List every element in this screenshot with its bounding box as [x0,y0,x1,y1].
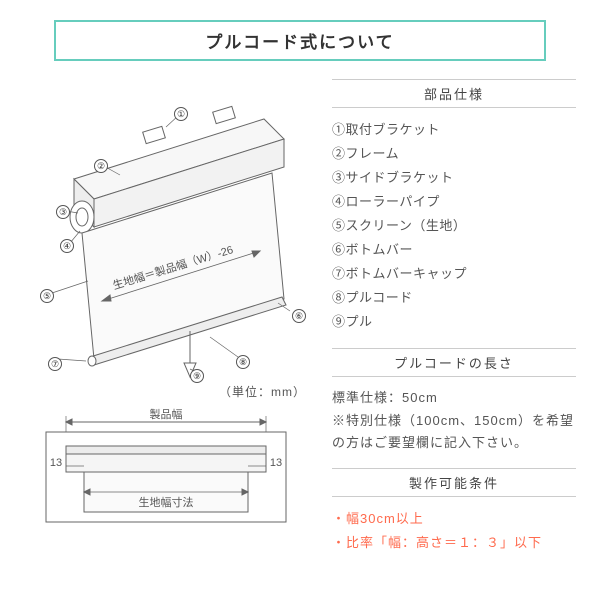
condition-item: 幅30cm以上 [332,507,576,531]
callout-4: ④ [60,239,74,253]
cord-heading: プルコードの長さ [332,348,576,377]
callout-1: ① [174,107,188,121]
front-top-label: 製品幅 [150,407,183,421]
front-offset-right: 13 [270,457,282,469]
callout-5: ⑤ [40,289,54,303]
parts-list: ①取付ブラケット ②フレーム ③サイドブラケット ④ローラーパイプ ⑤スクリーン… [332,118,576,334]
parts-item: ⑥ボトムバー [332,238,576,262]
parts-heading: 部品仕様 [332,79,576,108]
spec-column: 部品仕様 ①取付ブラケット ②フレーム ③サイドブラケット ④ローラーパイプ ⑤… [332,79,576,555]
cord-line-1: 標準仕様：50cm [332,387,576,409]
parts-item: ⑦ボトムバーキャップ [332,262,576,286]
front-mid-label: 生地幅寸法 [139,495,194,509]
parts-item: ⑤スクリーン（生地） [332,214,576,238]
unit-label: （単位：mm） [24,383,306,400]
parts-item: ①取付ブラケット [332,118,576,142]
diagram-column: 生地幅＝製品幅（W）-26 ① ② ③ ④ ⑤ ⑥ ⑦ ⑧ ⑨ （単位：mm） [24,79,318,555]
cord-line-2: ※特別仕様（100cm、150cm）を希望の方はご要望欄に記入下さい。 [332,410,576,454]
callout-8: ⑧ [236,355,250,369]
main-layout: 生地幅＝製品幅（W）-26 ① ② ③ ④ ⑤ ⑥ ⑦ ⑧ ⑨ （単位：mm） [24,79,576,555]
callout-6: ⑥ [292,309,306,323]
conditions-list: 幅30cm以上 比率「幅：高さ＝１：３」以下 [332,507,576,555]
parts-item: ⑧プルコード [332,286,576,310]
callout-9: ⑨ [190,369,204,383]
callout-7: ⑦ [48,357,62,371]
parts-item: ②フレーム [332,142,576,166]
isometric-diagram: 生地幅＝製品幅（W）-26 ① ② ③ ④ ⑤ ⑥ ⑦ ⑧ ⑨ [24,79,318,379]
parts-item: ③サイドブラケット [332,166,576,190]
front-offset-left: 13 [50,457,62,469]
conditions-heading: 製作可能条件 [332,468,576,497]
front-diagram: 製品幅 13 13 生地幅寸法 [36,406,296,536]
page-title: プルコード式について [54,20,546,61]
parts-item: ⑨プル [332,310,576,334]
condition-item: 比率「幅：高さ＝１：３」以下 [332,531,576,555]
callout-2: ② [94,159,108,173]
parts-item: ④ローラーパイプ [332,190,576,214]
cord-body: 標準仕様：50cm ※特別仕様（100cm、150cm）を希望の方はご要望欄に記… [332,387,576,453]
callout-3: ③ [56,205,70,219]
